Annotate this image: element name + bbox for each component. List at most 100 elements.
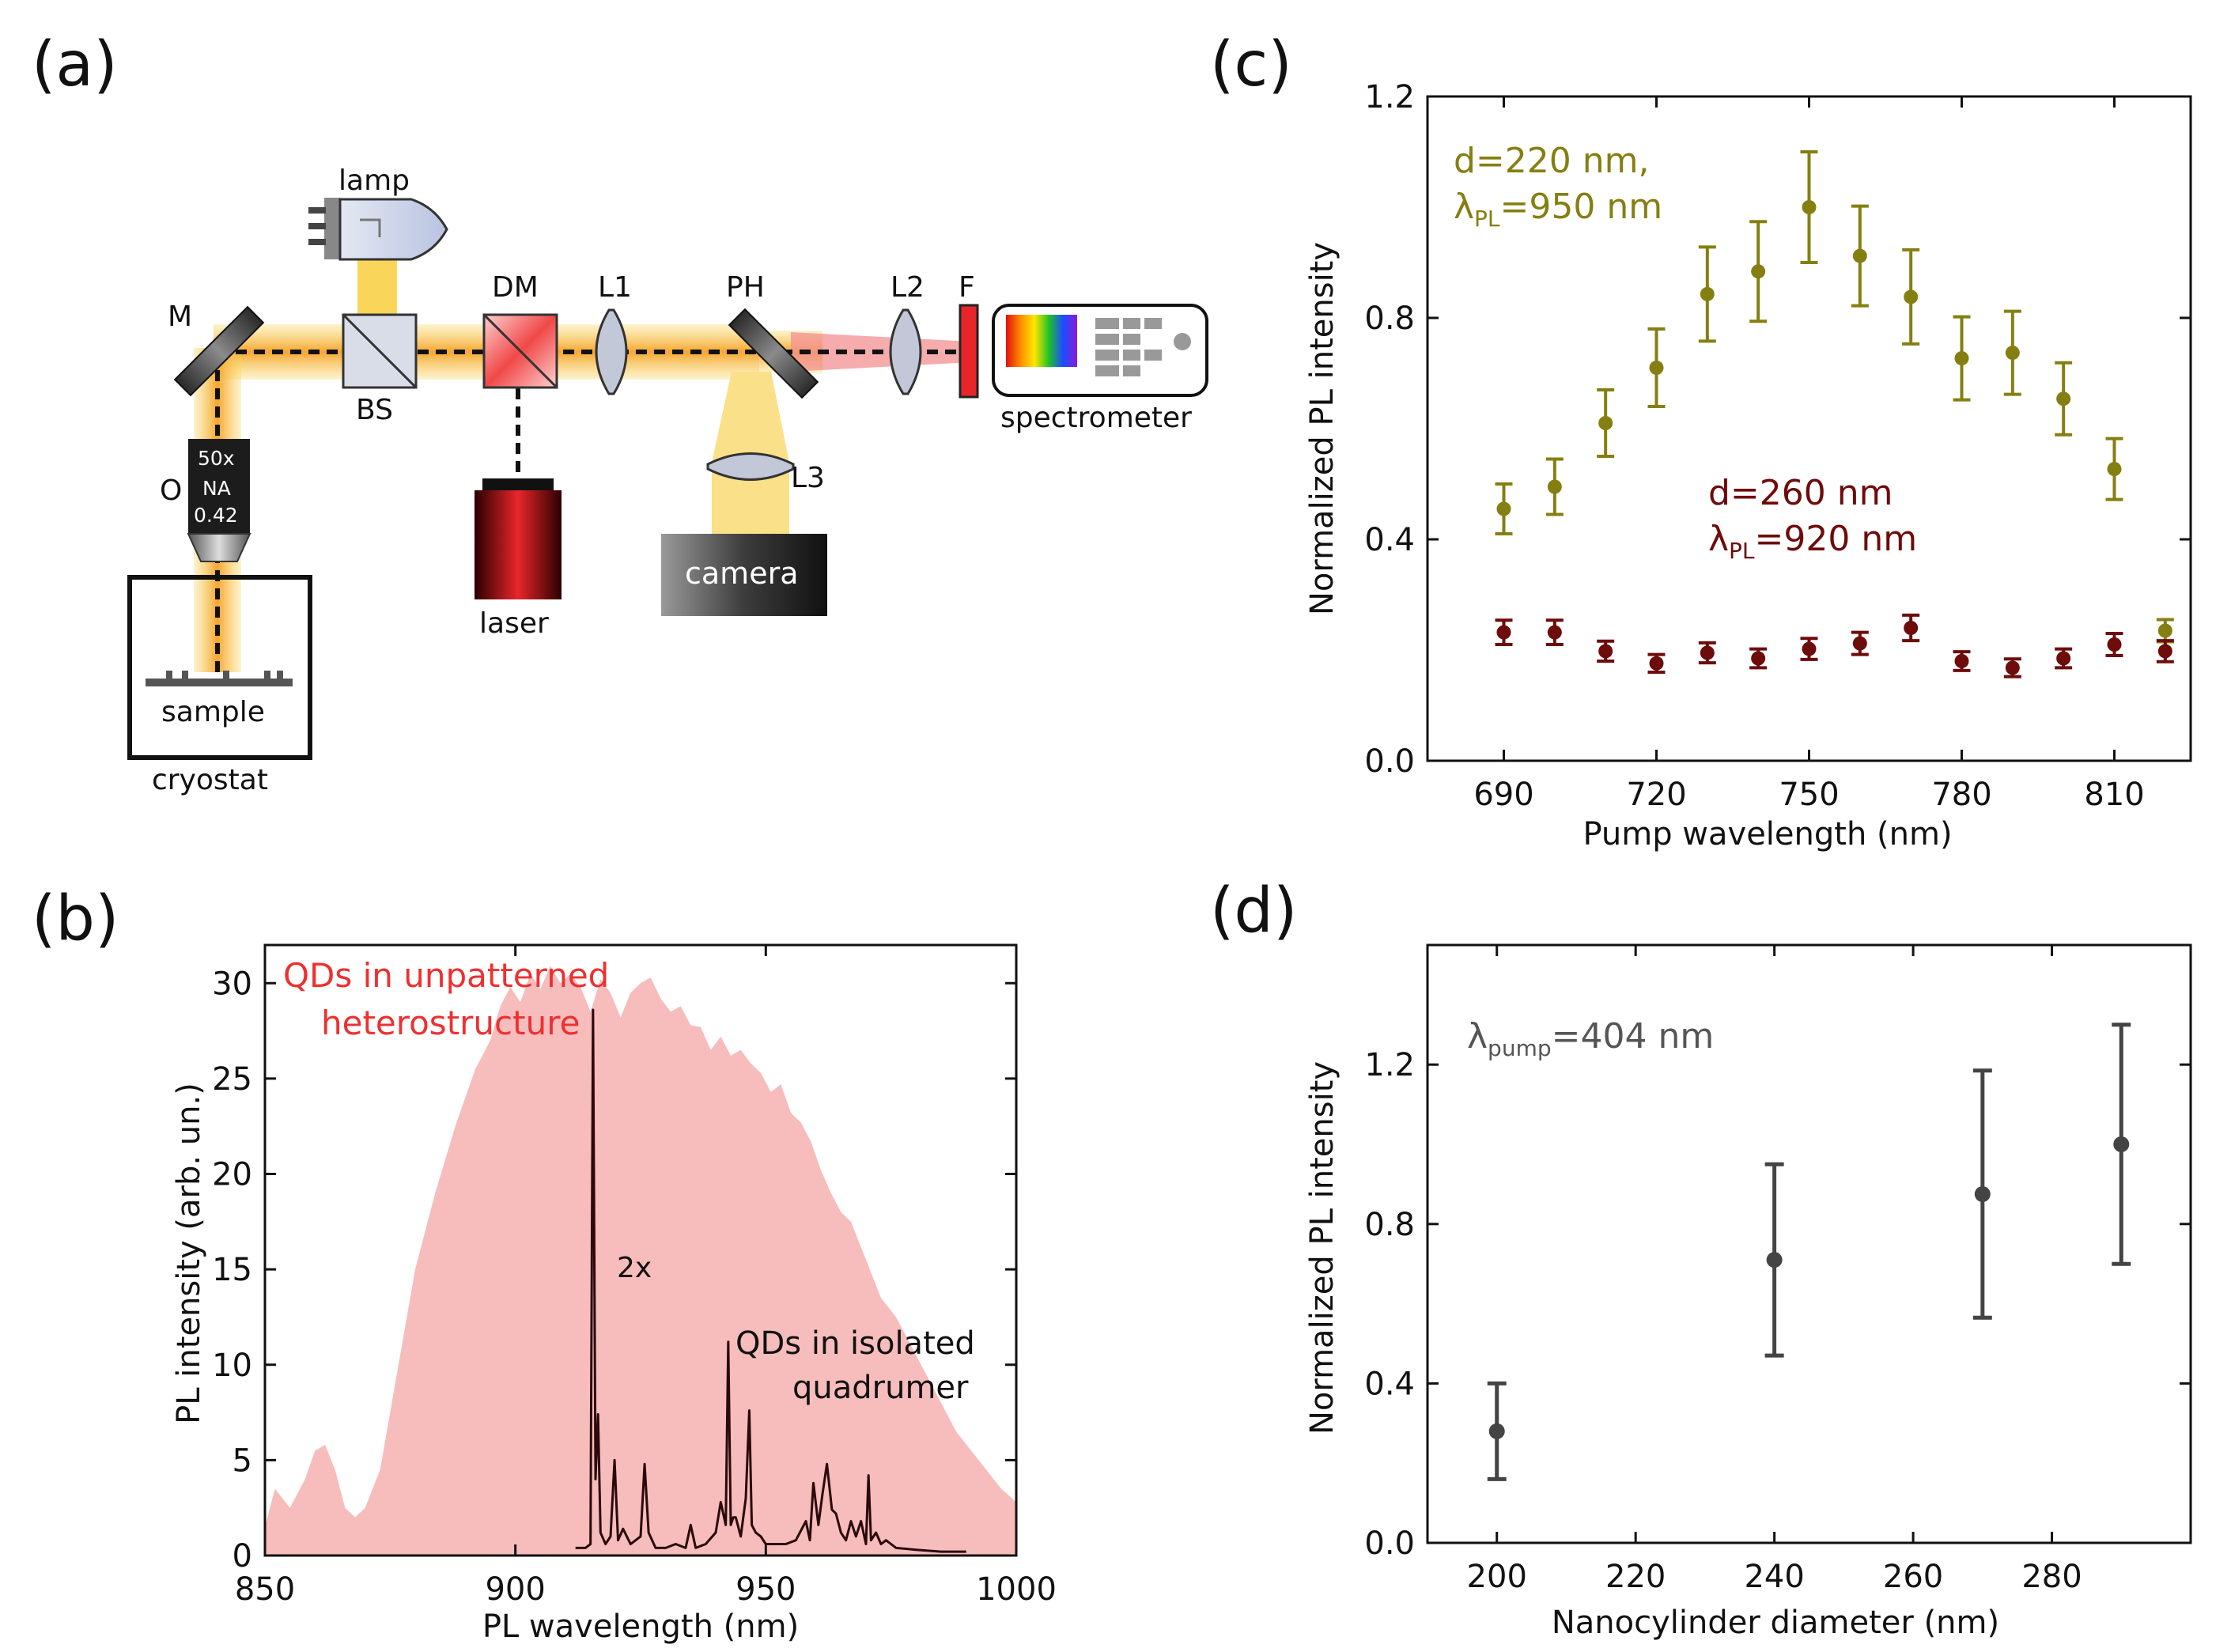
chart-c-ytick-label-3: 1.2: [1364, 79, 1415, 115]
chart-c-ytick-label-1: 0.4: [1364, 522, 1415, 558]
chart-c-xtick-label-4: 810: [2084, 777, 2144, 813]
ph-label: PH: [726, 271, 765, 304]
sample: [146, 679, 293, 686]
mirror-label: M: [168, 301, 192, 333]
c-series1-point-9: [1954, 654, 1969, 668]
chart-b-frame: [263, 943, 1018, 1557]
annotation-quadrumer-2: quadrumer: [792, 1370, 969, 1406]
chart-b-xtick-label-1: 900: [485, 1571, 545, 1608]
c-series1-point-5: [1751, 651, 1766, 666]
camera: [661, 534, 827, 616]
c-series0-point-12: [2107, 462, 2122, 477]
c-series1-point-2: [1598, 644, 1613, 659]
chart-c: 690 720 750 780 810 0.0 0.4 0.8 1.2 Pump wavelen…: [1304, 79, 2192, 852]
annotation-unpatterned-2: heterostructure: [321, 1004, 580, 1042]
chart-b-xtick-label-0: 850: [235, 1571, 295, 1608]
panel-a-label: (a): [32, 29, 118, 100]
c-series0-point-10: [2005, 346, 2020, 361]
c-series0-point-5: [1751, 264, 1766, 279]
spectrometer: [992, 304, 1208, 397]
chart-c-ylabel: Normalized PL intensity: [1304, 242, 1340, 615]
c-series1-point-3: [1649, 656, 1664, 671]
chart-b-xtick-label-3: 1000: [976, 1571, 1057, 1608]
chart-b-xlabel: PL wavelength (nm): [482, 1609, 799, 1645]
chart-b-ytick-label-0: 0: [233, 1538, 252, 1575]
c-series1-point-6: [1802, 641, 1817, 656]
lamp-label: lamp: [338, 164, 410, 197]
c-series1-point-8: [1904, 621, 1919, 635]
l2-label: L2: [891, 271, 925, 304]
chart-d-ytick-label-3: 1.2: [1364, 1047, 1415, 1083]
chart-b-ytick-label-1: 5: [233, 1442, 252, 1479]
chart-c-xlabel: Pump wavelength (nm): [1582, 816, 1952, 852]
chart-c-xtick-label-2: 750: [1779, 777, 1839, 813]
lens-l2: [889, 308, 922, 395]
chart-d-ylabel: Normalized PL intensity: [1304, 1061, 1340, 1435]
d-point-1: [1766, 1252, 1783, 1268]
chart-b-ytick-label-3: 15: [212, 1252, 252, 1288]
sample-label: sample: [161, 696, 265, 728]
lamp: [308, 198, 448, 261]
chart-c-xtick-label-3: 780: [1931, 777, 1991, 813]
dm-label: DM: [492, 271, 539, 304]
filter: [959, 304, 979, 399]
c-series0-point-1: [1547, 479, 1562, 494]
chart-b-ylabel: PL intensity (arb. un.): [171, 1083, 207, 1424]
chart-d-xtick-label-2: 240: [1744, 1559, 1804, 1595]
chart-d-xlabel: Nanocylinder diameter (nm): [1552, 1605, 1999, 1641]
chart-b-ytick-label-5: 25: [212, 1061, 252, 1098]
objective-mag: 50x: [198, 447, 235, 470]
annotation-red-2: λPL=920 nm: [1708, 519, 1917, 564]
c-series1-point-4: [1700, 645, 1715, 660]
objective-na: NA: [202, 477, 231, 500]
chart-d-frame: [1426, 943, 2192, 1544]
chart-d: 200 220 240 260 280 0.0 0.4 0.8 1.2 Nanocylinder…: [1304, 943, 2192, 1641]
camera-label: camera: [685, 556, 798, 591]
f-label: F: [959, 271, 975, 304]
d-point-3: [2113, 1136, 2130, 1152]
cryostat: [127, 575, 312, 760]
c-series0-point-0: [1496, 501, 1511, 516]
panel-d-label: (d): [1210, 875, 1297, 947]
c-series0-point-11: [2056, 391, 2071, 406]
chart-c-xtick-label-1: 720: [1626, 777, 1686, 813]
c-series1-point-10: [2005, 660, 2020, 675]
pinhole-mirror: [728, 308, 819, 399]
c-series0-point-6: [1802, 200, 1817, 214]
chart-b-ytick-label-4: 20: [212, 1157, 252, 1193]
c-series1-point-13: [2157, 644, 2172, 659]
chart-d-xtick-label-3: 260: [1883, 1559, 1943, 1595]
objective: [187, 439, 251, 562]
chart-d-xtick-label-1: 220: [1605, 1559, 1666, 1595]
objective-na-value: 0.42: [194, 504, 238, 527]
annotation-pump: λpump=404 nm: [1467, 1016, 1714, 1061]
mirror-m: [173, 305, 265, 397]
chart-d-ytick-label-0: 0.0: [1364, 1525, 1415, 1562]
chart-d-ytick-label-1: 0.4: [1364, 1366, 1415, 1402]
laser-housing-top: [482, 478, 554, 490]
chart-d-xtick-label-0: 200: [1467, 1559, 1527, 1595]
chart-d-ytick-label-2: 0.8: [1364, 1207, 1415, 1243]
lamp-beam: [357, 251, 397, 316]
annotation-factor: 2x: [617, 1252, 652, 1284]
c-series1-point-7: [1852, 636, 1867, 651]
objective-label: O: [160, 474, 182, 507]
series-quadrumer-line: [575, 1008, 966, 1553]
l1-label: L1: [598, 271, 632, 304]
c-series0-point-8: [1904, 289, 1919, 304]
optical-axis: [215, 350, 977, 676]
cryostat-label: cryostat: [152, 764, 268, 796]
panel-b-label: (b): [32, 883, 119, 955]
annotation-red-1: d=260 nm: [1708, 473, 1893, 513]
laser-label: laser: [479, 607, 549, 640]
annotation-olive-1: d=220 nm,: [1454, 141, 1650, 181]
c-series1-point-0: [1496, 625, 1511, 640]
spectrometer-label: spectrometer: [1000, 402, 1192, 434]
c-series1-point-12: [2107, 637, 2122, 652]
c-series0-point-7: [1852, 248, 1867, 263]
c-series0-point-9: [1954, 351, 1969, 366]
chart-b-ytick-label-6: 30: [212, 966, 252, 1002]
chart-b: 850 900 950 1000 0 5 10 15 20 25 30 PL wavelength …: [171, 943, 1057, 1645]
l3-label: L3: [791, 462, 825, 494]
